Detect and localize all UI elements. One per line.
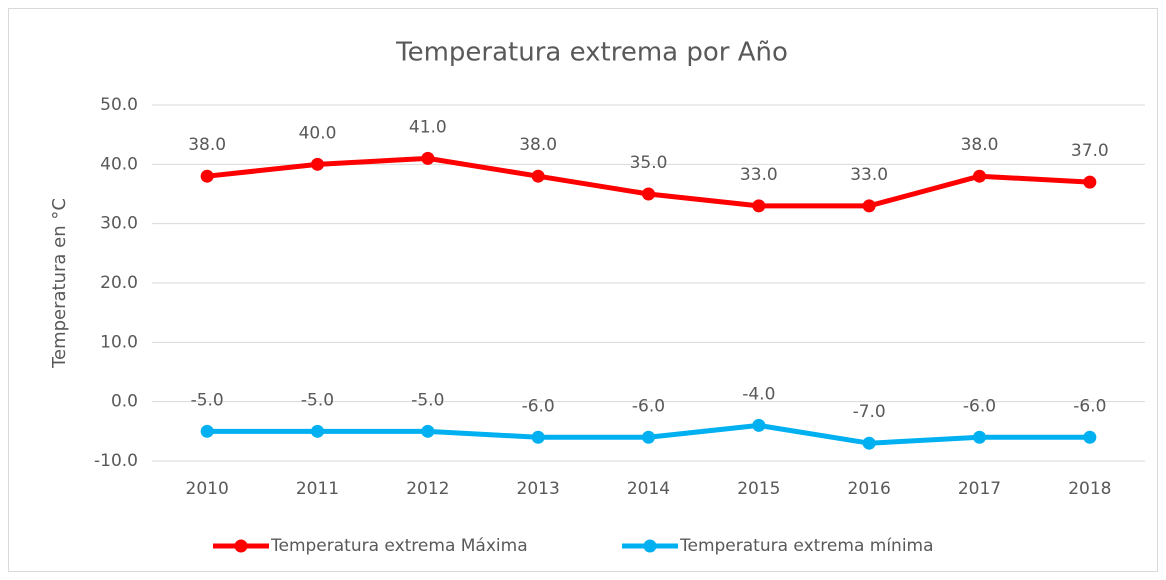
x-tick-label: 2018 xyxy=(1068,479,1111,499)
x-tick-label: 2016 xyxy=(848,479,891,499)
data-label: -5.0 xyxy=(301,390,334,410)
x-tick-label: 2014 xyxy=(627,479,670,499)
data-label: -5.0 xyxy=(411,390,444,410)
data-point xyxy=(421,424,435,438)
data-point xyxy=(973,169,986,183)
data-point xyxy=(311,424,324,438)
data-label: 41.0 xyxy=(409,117,447,137)
x-tick-label: 2017 xyxy=(958,479,1001,499)
data-label: -6.0 xyxy=(1073,396,1106,416)
y-tick-label: 20.0 xyxy=(100,273,138,293)
data-point xyxy=(862,436,876,450)
data-point xyxy=(752,199,766,213)
data-label: 33.0 xyxy=(740,165,778,185)
legend-label: Temperatura extrema mínima xyxy=(679,536,934,556)
y-tick-label: 50.0 xyxy=(100,95,138,115)
data-label: -6.0 xyxy=(963,396,996,416)
y-tick-label: 30.0 xyxy=(100,214,138,234)
data-label: -7.0 xyxy=(853,402,886,422)
data-point xyxy=(531,430,545,444)
x-tick-label: 2012 xyxy=(406,479,449,499)
x-tick-label: 2015 xyxy=(737,479,780,499)
chart-title: Temperatura extrema por Año xyxy=(395,38,788,68)
data-point xyxy=(862,199,876,213)
data-point xyxy=(200,169,214,183)
data-point xyxy=(311,157,324,171)
data-point xyxy=(200,424,214,438)
data-point xyxy=(421,151,435,165)
data-label: -6.0 xyxy=(522,396,555,416)
data-label: -5.0 xyxy=(191,390,224,410)
x-tick-label: 2010 xyxy=(186,479,229,499)
data-point xyxy=(642,430,655,444)
legend-swatch-marker xyxy=(234,539,248,553)
data-label: -6.0 xyxy=(632,396,665,416)
y-tick-label: -10.0 xyxy=(94,451,138,471)
x-tick-label: 2013 xyxy=(517,479,560,499)
data-point xyxy=(1083,175,1097,189)
data-label: 37.0 xyxy=(1071,141,1109,161)
data-label: 35.0 xyxy=(630,153,668,173)
y-tick-label: 10.0 xyxy=(100,332,138,352)
legend-label: Temperatura extrema Máxima xyxy=(270,536,528,556)
y-tick-label: 40.0 xyxy=(100,154,138,174)
data-point xyxy=(973,430,986,444)
data-point xyxy=(531,169,545,183)
y-axis-label: Temperatura en °C xyxy=(49,198,70,369)
chart-border xyxy=(8,8,1158,572)
data-label: 38.0 xyxy=(961,135,999,155)
x-tick-label: 2011 xyxy=(296,479,339,499)
data-point xyxy=(752,418,766,432)
legend-swatch-marker xyxy=(643,539,657,553)
y-tick-label: 0.0 xyxy=(111,392,138,412)
data-point xyxy=(1083,430,1097,444)
data-label: 38.0 xyxy=(519,135,557,155)
data-label: 40.0 xyxy=(299,123,337,143)
data-point xyxy=(642,187,655,201)
data-label: 38.0 xyxy=(188,135,226,155)
data-label: -4.0 xyxy=(742,384,775,404)
data-label: 33.0 xyxy=(850,165,888,185)
